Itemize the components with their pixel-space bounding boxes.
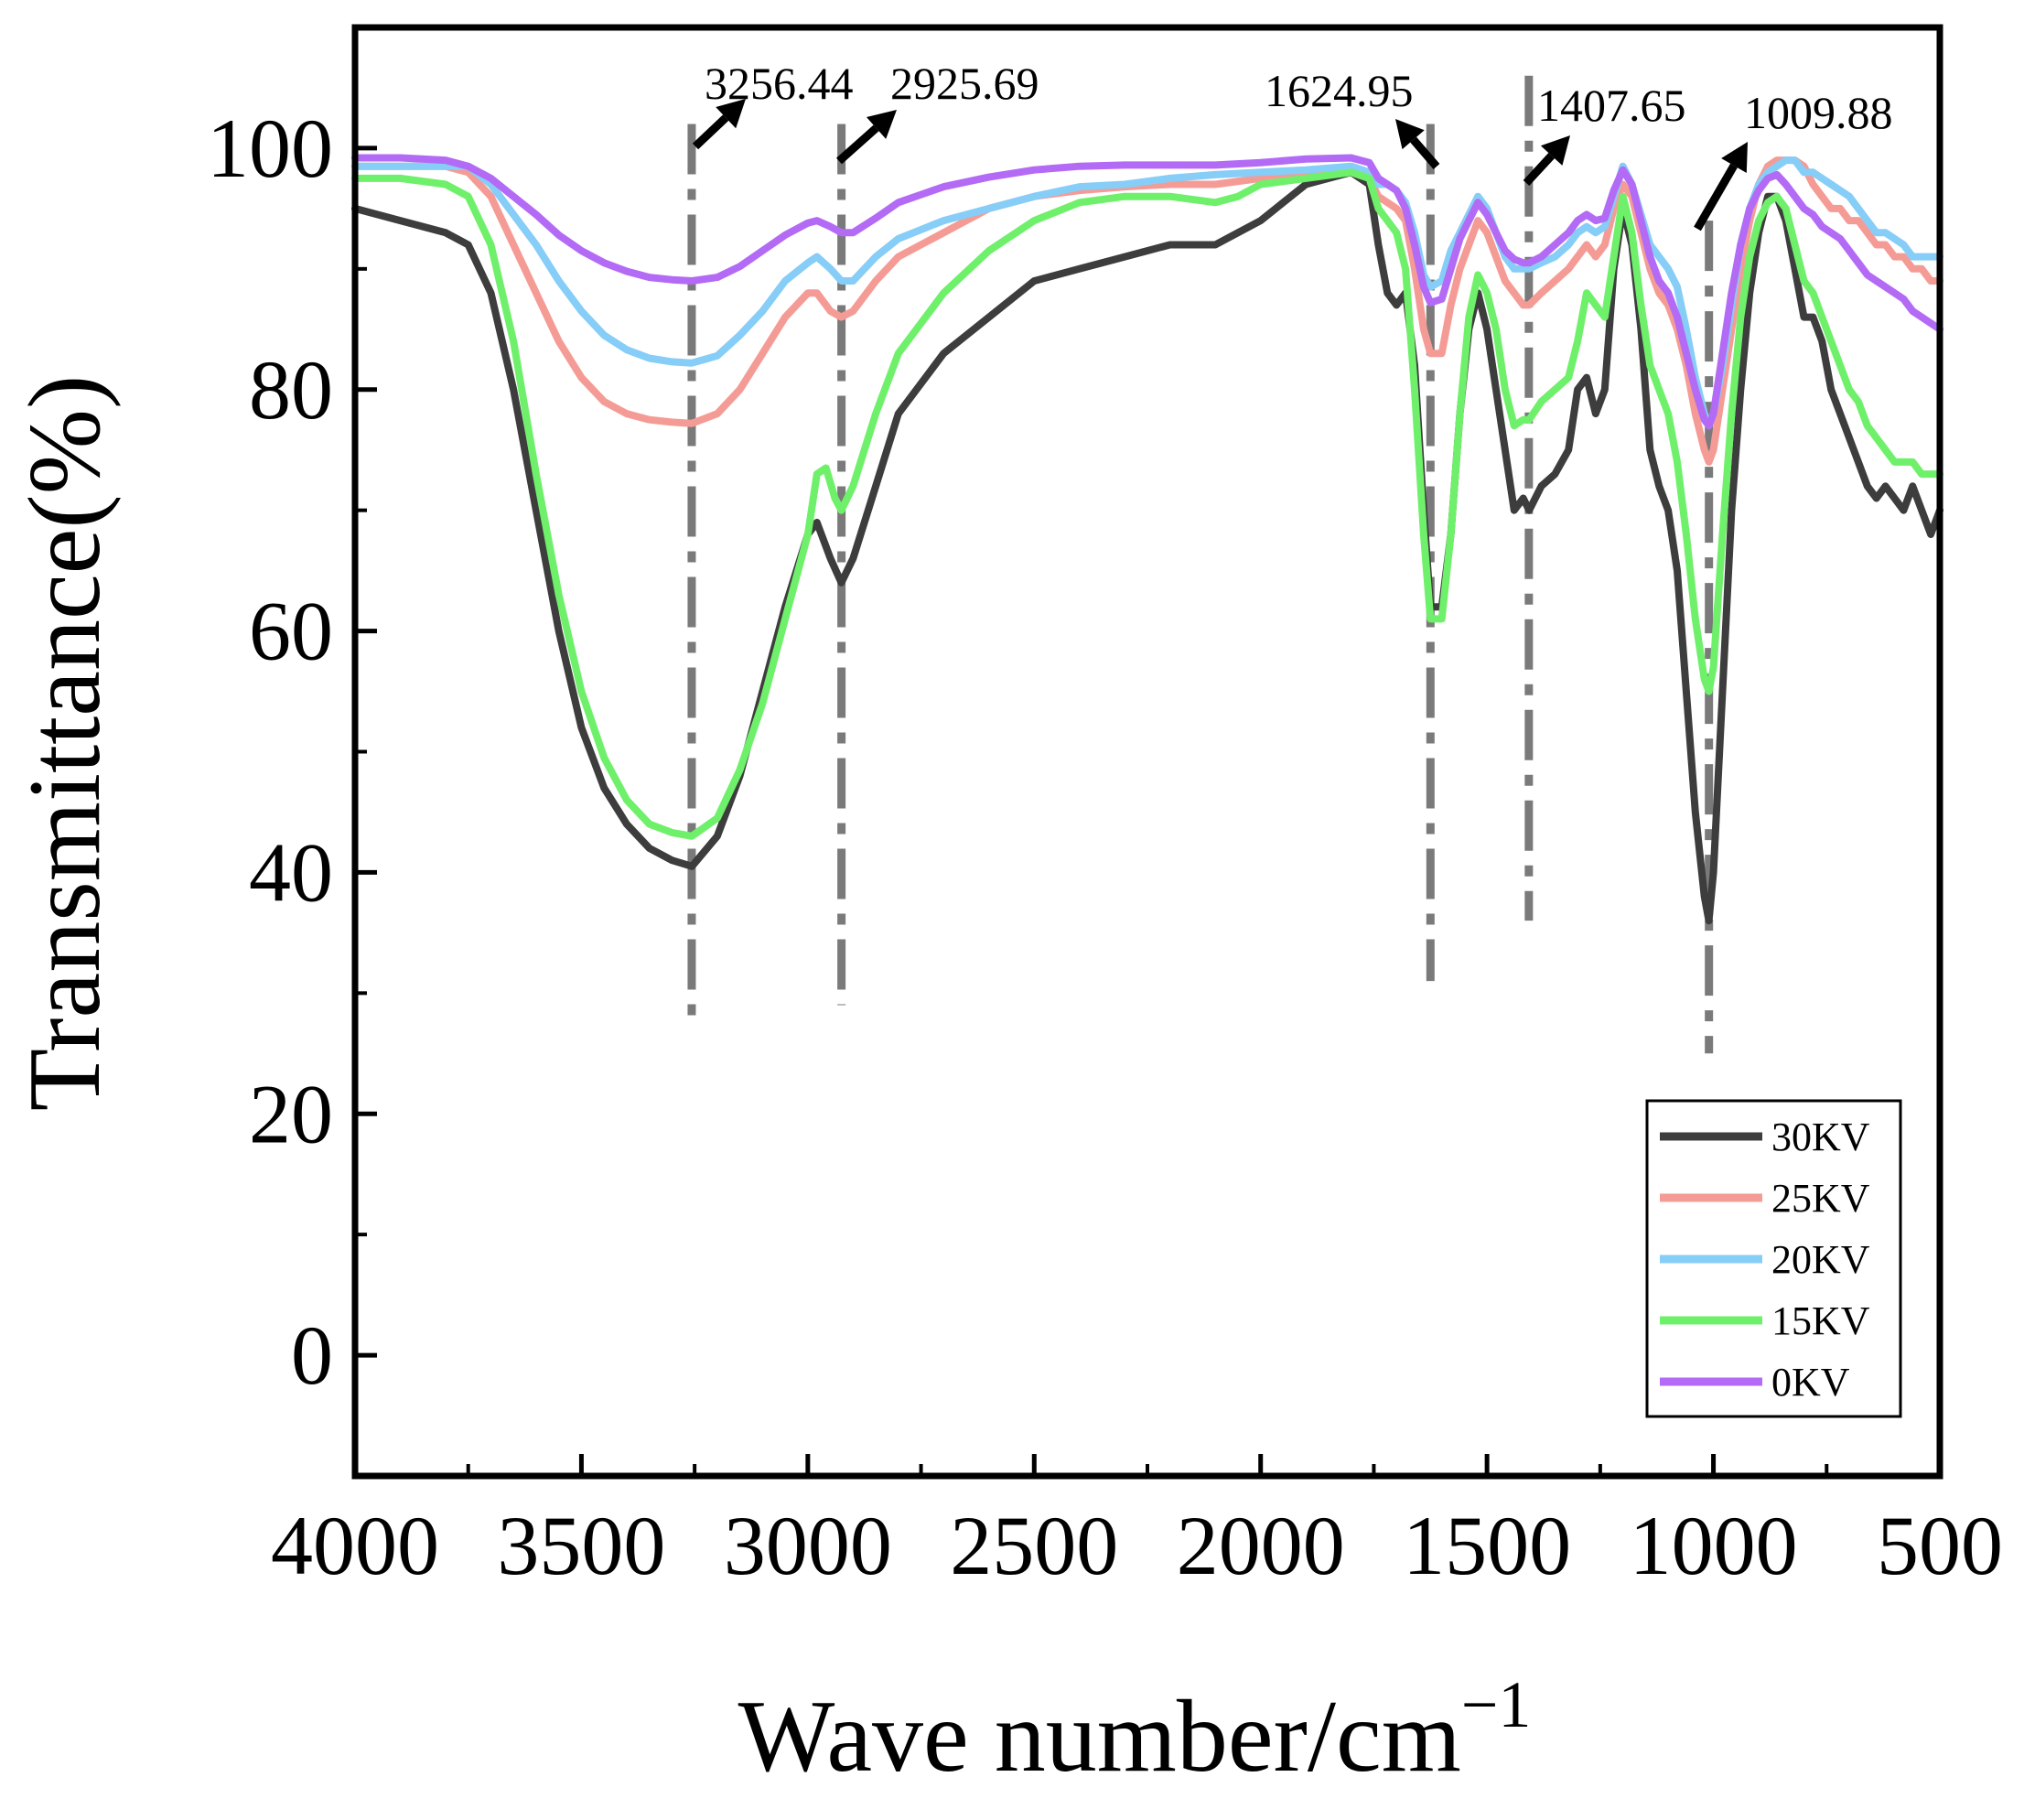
x-tick-label: 4000 bbox=[271, 1499, 439, 1592]
peak-arrow bbox=[1523, 152, 1555, 187]
peak-label: 1407.65 bbox=[1537, 80, 1686, 131]
legend-label: 30KV bbox=[1771, 1115, 1870, 1159]
peak-arrow bbox=[836, 124, 879, 165]
y-tick-label: 100 bbox=[207, 102, 333, 195]
peak-label: 1624.95 bbox=[1265, 65, 1414, 116]
y-tick-label: 20 bbox=[249, 1067, 333, 1160]
x-tick-label: 3500 bbox=[497, 1499, 665, 1592]
peak-annotations: 3256.44 2925.69 1624.95 1407.65 1009.88 bbox=[692, 58, 1893, 232]
x-axis-ticks: 4000 3500 3000 2500 2000 1500 1000 500 bbox=[271, 1454, 2003, 1592]
peak-arrow-head bbox=[866, 110, 897, 139]
y-tick-label: 80 bbox=[249, 343, 333, 436]
series-line-15KV bbox=[351, 168, 1943, 840]
series-layer bbox=[351, 154, 1943, 925]
y-axis-ticks: 0 20 40 60 80 100 bbox=[207, 26, 377, 1478]
x-axis-title-text: Wave number/cm bbox=[738, 1680, 1461, 1793]
legend-label: 20KV bbox=[1771, 1237, 1870, 1282]
series-line-0KV bbox=[351, 154, 1943, 430]
legend-label: 0KV bbox=[1771, 1360, 1850, 1405]
legend: 30KV 25KV 20KV 15KV 0KV bbox=[1645, 1099, 1902, 1418]
x-axis-title: Wave number/cm−1 bbox=[738, 1668, 1532, 1793]
x-axis-title-superscript: −1 bbox=[1461, 1668, 1532, 1741]
x-tick-label: 500 bbox=[1877, 1499, 2003, 1592]
legend-label: 15KV bbox=[1771, 1298, 1870, 1343]
peak-label: 2925.69 bbox=[890, 58, 1039, 109]
x-tick-label: 2500 bbox=[950, 1499, 1118, 1592]
peak-arrow bbox=[1694, 163, 1738, 232]
peak-arrow bbox=[692, 114, 729, 150]
peak-label: 3256.44 bbox=[705, 58, 854, 109]
peak-arrow-head bbox=[1721, 142, 1748, 173]
y-axis-title: Transmittance(%) bbox=[8, 375, 122, 1112]
x-tick-label: 1500 bbox=[1403, 1499, 1571, 1592]
y-tick-label: 60 bbox=[249, 585, 333, 678]
peak-label: 1009.88 bbox=[1744, 87, 1893, 138]
y-tick-label: 0 bbox=[291, 1308, 333, 1402]
y-tick-label: 40 bbox=[249, 825, 333, 919]
peak-arrow-head bbox=[1395, 119, 1425, 150]
x-tick-label: 3000 bbox=[724, 1499, 892, 1592]
peak-arrow-head bbox=[716, 99, 746, 129]
x-tick-label: 2000 bbox=[1177, 1499, 1345, 1592]
peak-arrow bbox=[1410, 136, 1440, 169]
peak-arrow-head bbox=[1540, 135, 1570, 166]
legend-label: 25KV bbox=[1771, 1176, 1870, 1221]
x-tick-label: 1000 bbox=[1630, 1499, 1798, 1592]
